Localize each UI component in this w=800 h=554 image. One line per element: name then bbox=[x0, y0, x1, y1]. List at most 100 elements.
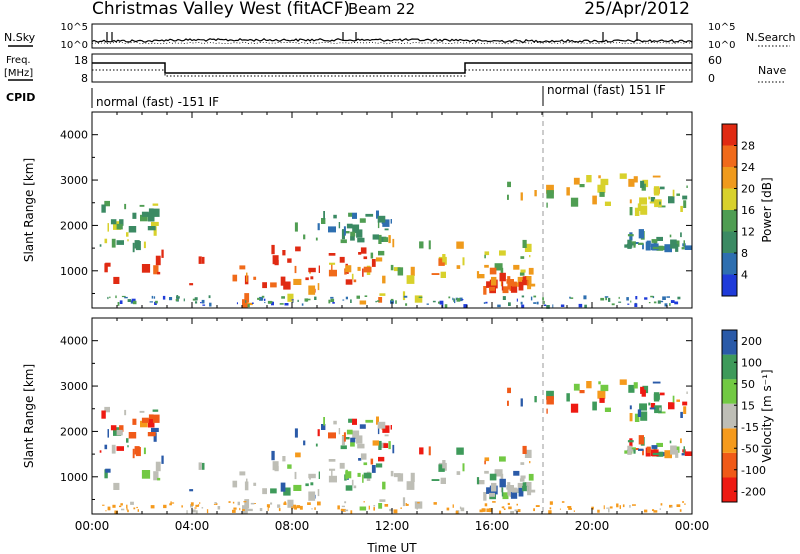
heatmap-cell bbox=[528, 283, 536, 287]
heatmap-cell bbox=[353, 485, 357, 489]
heatmap-cell bbox=[533, 295, 537, 298]
heatmap-cell bbox=[606, 507, 610, 509]
heatmap-cell bbox=[603, 505, 605, 510]
heatmap-cell bbox=[546, 202, 548, 208]
heatmap-cell bbox=[489, 508, 493, 513]
heatmap-cell bbox=[343, 432, 346, 442]
heatmap-cell bbox=[444, 304, 448, 309]
heatmap-cell bbox=[393, 267, 401, 272]
heatmap-cell bbox=[528, 267, 534, 275]
heatmap-cell bbox=[629, 413, 633, 422]
heatmap-cell bbox=[402, 291, 406, 301]
heatmap-cell bbox=[283, 281, 291, 290]
heatmap-cell bbox=[181, 505, 183, 508]
heatmap-cell bbox=[245, 300, 247, 303]
heatmap-cell bbox=[428, 240, 431, 250]
heatmap-cell bbox=[442, 254, 446, 263]
x-tick-label: 12:00 bbox=[375, 519, 410, 533]
heatmap-cell bbox=[608, 297, 611, 302]
heatmap-cell bbox=[652, 175, 661, 178]
heatmap-cell bbox=[681, 247, 685, 250]
velocity-colorbar-frame bbox=[721, 329, 738, 503]
power-colorbar-swatch bbox=[722, 167, 737, 189]
heatmap-cell bbox=[268, 505, 270, 508]
heatmap-cell bbox=[131, 298, 136, 303]
heatmap-cell bbox=[397, 267, 404, 276]
heatmap-cell bbox=[356, 295, 360, 299]
heatmap-cell bbox=[126, 504, 128, 509]
heatmap-cell bbox=[578, 303, 583, 308]
heatmap-cell bbox=[132, 448, 135, 459]
heatmap-cell bbox=[628, 178, 635, 187]
heatmap-cell bbox=[192, 298, 197, 301]
heatmap-cell bbox=[456, 447, 464, 455]
heatmap-cell bbox=[390, 219, 392, 224]
heatmap-cell bbox=[378, 234, 382, 244]
heatmap-cell bbox=[297, 299, 299, 302]
heatmap-cell bbox=[452, 297, 454, 301]
heatmap-cell bbox=[456, 471, 461, 475]
heatmap-cell bbox=[682, 501, 684, 503]
heatmap-cell bbox=[213, 503, 216, 505]
heatmap-cell bbox=[382, 275, 386, 284]
heatmap-cell bbox=[410, 472, 415, 482]
heatmap-cell bbox=[340, 445, 347, 450]
y-tick-label: 2000 bbox=[60, 219, 88, 232]
heatmap-cell bbox=[499, 272, 506, 282]
heatmap-cell bbox=[646, 446, 651, 453]
heatmap-cell bbox=[390, 298, 394, 301]
heatmap-cell bbox=[640, 386, 645, 394]
heatmap-cell bbox=[446, 507, 450, 511]
heatmap-cell bbox=[586, 381, 592, 389]
heatmap-cell bbox=[283, 487, 291, 496]
heatmap-cell bbox=[242, 299, 248, 309]
heatmap-cell bbox=[378, 456, 385, 462]
heatmap-cell bbox=[684, 451, 693, 456]
heatmap-cell bbox=[406, 275, 415, 284]
heatmap-cell bbox=[664, 244, 672, 253]
heatmap-cell bbox=[686, 391, 688, 394]
heatmap-cell bbox=[629, 449, 636, 452]
heatmap-cell bbox=[301, 303, 304, 306]
heatmap-cell bbox=[317, 501, 321, 506]
heatmap-cell bbox=[626, 297, 629, 301]
heatmap-cell bbox=[548, 510, 552, 514]
velocity-colorbar-swatch bbox=[722, 330, 737, 355]
heatmap-cell bbox=[683, 240, 685, 248]
heatmap-cell bbox=[126, 232, 129, 237]
heatmap-cell bbox=[350, 236, 355, 241]
heatmap-cell bbox=[528, 489, 536, 493]
heatmap-cell bbox=[484, 251, 490, 256]
heatmap-cell bbox=[113, 482, 120, 490]
heatmap-cell bbox=[104, 200, 110, 207]
heatmap-cell bbox=[570, 197, 579, 207]
heatmap-cell bbox=[448, 296, 451, 299]
heatmap-cell bbox=[110, 219, 117, 225]
heatmap-cell bbox=[591, 506, 594, 510]
heatmap-cell bbox=[484, 503, 488, 507]
heatmap-cell bbox=[340, 239, 347, 244]
heatmap-cell bbox=[654, 199, 662, 208]
heatmap-cell bbox=[406, 503, 409, 506]
heatmap-cell bbox=[128, 432, 137, 439]
nsearch-trace bbox=[91, 41, 693, 45]
heatmap-cell bbox=[306, 298, 311, 301]
power-colorbar-tick-label: 16 bbox=[741, 204, 755, 217]
heatmap-cell bbox=[377, 220, 380, 229]
heatmap-cell bbox=[332, 302, 335, 304]
heatmap-cell bbox=[508, 302, 511, 306]
heatmap-cell bbox=[318, 265, 320, 273]
heatmap-cell bbox=[676, 504, 681, 507]
heatmap-cell bbox=[140, 420, 148, 428]
heatmap-cell bbox=[651, 239, 658, 243]
heatmap-cell bbox=[454, 299, 456, 304]
heatmap-cell bbox=[295, 246, 301, 252]
heatmap-cell bbox=[350, 231, 356, 237]
y-tick-label: 3000 bbox=[60, 380, 88, 393]
heatmap-cell bbox=[518, 487, 524, 497]
heatmap-cell bbox=[272, 255, 279, 265]
heatmap-cell bbox=[383, 443, 389, 448]
heatmap-cell bbox=[514, 282, 520, 287]
heatmap-cell bbox=[519, 272, 525, 276]
